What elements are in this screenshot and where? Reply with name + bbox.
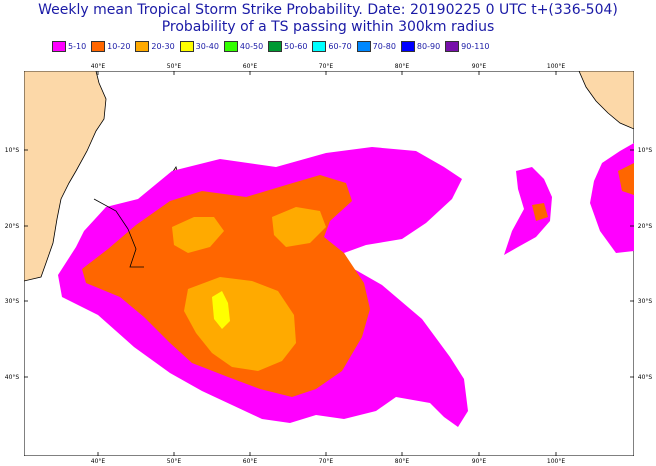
legend-item-10-20: 10-20 (91, 40, 131, 52)
legend-label: 80-90 (416, 41, 441, 51)
lon-label-bottom: 90°E (472, 458, 487, 465)
lon-label-top: 80°E (395, 63, 410, 70)
legend-swatch (312, 40, 327, 52)
lon-label-top: 60°E (243, 63, 258, 70)
lon-label-bottom: 40°E (91, 458, 106, 465)
legend: 5-10 10-20 20-30 30-40 40-50 50-60 60-70… (52, 39, 495, 53)
prob-region-20-30 (172, 217, 224, 253)
legend-item-70-80: 70-80 (356, 40, 396, 52)
legend-item-60-70: 60-70 (312, 40, 352, 52)
legend-swatch (179, 40, 194, 52)
legend-swatch (91, 40, 106, 52)
lon-label-bottom: 80°E (395, 458, 410, 465)
prob-region-20-30 (184, 277, 296, 371)
legend-item-40-50: 40-50 (223, 40, 264, 52)
title-block: Weekly mean Tropical Storm Strike Probab… (0, 2, 656, 36)
legend-swatch (135, 40, 150, 52)
legend-item-20-30: 20-30 (135, 40, 175, 52)
legend-swatch (268, 40, 283, 52)
lat-label-right: 20°S (638, 223, 653, 230)
legend-swatch (356, 40, 371, 52)
lon-label-bottom: 100°E (547, 458, 565, 465)
lat-label-left: 40°S (5, 374, 20, 381)
lat-label-left: 20°S (5, 223, 20, 230)
lat-label-right: 10°S (638, 147, 653, 154)
lon-label-top: 100°E (547, 63, 565, 70)
legend-swatch (223, 40, 238, 52)
coastline (93, 198, 144, 268)
lon-label-top: 40°E (91, 63, 106, 70)
lon-label-top: 70°E (319, 63, 334, 70)
lat-label-right: 30°S (638, 298, 653, 305)
legend-swatch (52, 40, 66, 52)
legend-label: 50-60 (284, 41, 308, 51)
legend-label: 70-80 (372, 41, 396, 51)
lat-label-left: 10°S (5, 147, 20, 154)
legend-label: 10-20 (107, 41, 131, 51)
grid-ticks (24, 71, 634, 456)
lon-label-bottom: 50°E (167, 458, 182, 465)
legend-label: 40-50 (239, 41, 264, 51)
title-line-2: Probability of a TS passing within 300km… (161, 19, 495, 35)
legend-item-50-60: 50-60 (268, 40, 308, 52)
legend-label: 5-10 (68, 41, 87, 51)
prob-region-5-10 (370, 149, 400, 175)
prob-region-30-40 (212, 291, 230, 329)
prob-region-10-20-east (532, 203, 548, 221)
lat-label-right: 40°S (638, 374, 653, 381)
africa-landmass (23, 70, 107, 282)
probability-map: 40°E 50°E 60°E 70°E 80°E 90°E 100°E (23, 63, 635, 457)
lon-label-top: 90°E (472, 63, 487, 70)
title-line-1: Weekly mean Tropical Storm Strike Probab… (38, 2, 618, 18)
lat-label-left: 30°S (5, 298, 20, 305)
legend-label: 60-70 (328, 41, 352, 51)
prob-region-5-10-east (504, 167, 552, 255)
lon-label-top: 50°E (167, 63, 182, 70)
legend-label: 90-110 (461, 41, 490, 51)
legend-swatch (400, 40, 415, 52)
legend-item-30-40: 30-40 (179, 40, 219, 52)
legend-swatch (445, 40, 460, 52)
lon-label-bottom: 60°E (243, 458, 258, 465)
prob-region-20-30 (272, 207, 326, 247)
map-frame: 40°E 50°E 60°E 70°E 80°E 90°E 100°E (23, 63, 635, 457)
lon-label-bottom: 70°E (319, 458, 334, 465)
legend-item-90-110: 90-110 (445, 40, 490, 52)
legend-label: 30-40 (195, 41, 219, 51)
legend-item-5-10: 5-10 (52, 40, 87, 52)
legend-item-80-90: 80-90 (400, 40, 441, 52)
prob-region-10-20-east (618, 163, 634, 195)
legend-label: 20-30 (151, 41, 175, 51)
